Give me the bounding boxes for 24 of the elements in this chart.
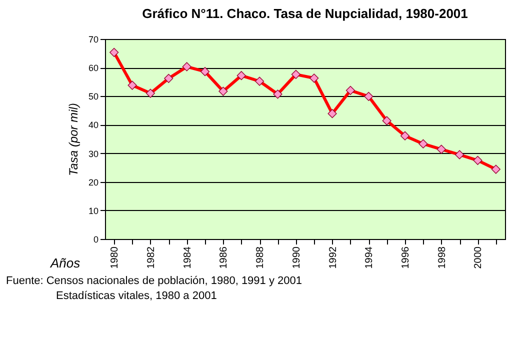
chart-title: Gráfico N°11. Chaco. Tasa de Nupcialidad, 1980-2001 [142, 6, 468, 21]
x-tick-label: 1990 [291, 246, 302, 269]
x-axis-title: Años [50, 256, 81, 270]
x-tick-label: 1996 [400, 246, 412, 269]
x-tick-label: 1988 [255, 246, 266, 269]
y-tick-label: 20 [88, 177, 98, 188]
y-tick-label: 0 [93, 234, 98, 244]
source-note: Fuente: Censos nacionales de población, 1980, 1991 y 2001 [6, 274, 303, 289]
x-tick-label: 1994 [364, 246, 376, 269]
y-tick-label: 40 [88, 120, 98, 130]
y-tick-label: 30 [88, 148, 98, 159]
x-tick-label: 1982 [146, 246, 157, 269]
y-tick-label: 70 [88, 34, 98, 44]
y-axis-title: Tasa (por mil) [66, 103, 80, 176]
x-tick-label: 1986 [218, 246, 230, 269]
y-tick-label: 10 [88, 206, 98, 216]
x-tick-label: 1992 [328, 246, 339, 269]
y-tick-label: 60 [88, 63, 98, 74]
x-tick-label: 1980 [110, 246, 121, 269]
x-tick-label: 1998 [436, 246, 448, 269]
text: Estadísticas vitales, 1980 a 2001 [55, 289, 218, 304]
y-tick-label: 50 [88, 92, 98, 102]
x-tick-label: 1984 [182, 246, 194, 269]
x-tick-label: 2000 [473, 246, 484, 269]
